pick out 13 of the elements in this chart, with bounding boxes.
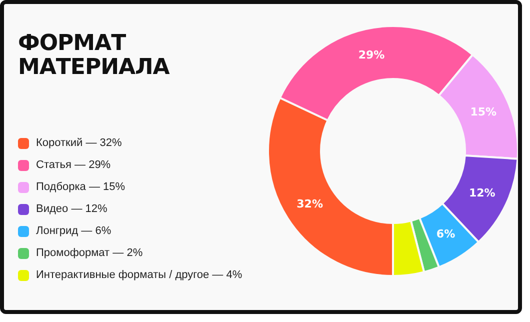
legend-label: Интерактивные форматы / другое — 4% [36,269,242,281]
data-label: 32% [296,197,324,210]
text: ФОРМАТ МАТЕРИАЛА [18,31,171,80]
legend-label: Видео — 12% [36,203,108,215]
legend-label: Короткий — 32% [36,137,122,149]
legend-label: Статья — 29% [36,159,111,171]
data-label: 6% [436,228,456,241]
data-label: 15% [470,105,497,118]
legend-label: Промоформат — 2% [36,247,143,259]
data-label: 29% [358,48,385,62]
data-label: 12% [468,186,496,200]
legend-label: Лонгрид — 6% [36,225,112,237]
legend-label: Подборка — 15% [36,181,126,193]
